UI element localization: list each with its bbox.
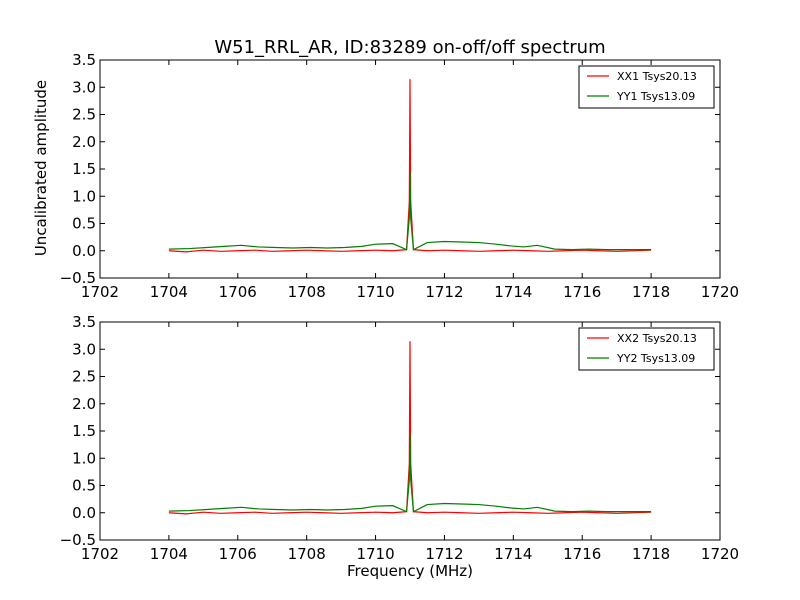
x-tick-label: 1706 (219, 545, 257, 563)
y-tick-label: 2.0 (72, 133, 96, 151)
x-tick-label: 1706 (219, 283, 257, 301)
legend-label: YY1 Tsys13.09 (616, 90, 695, 103)
series-line-xx1-tsys20-13 (168, 79, 652, 253)
legend-label: XX2 Tsys20.13 (617, 332, 697, 345)
y-tick-label: 2.5 (72, 368, 96, 386)
x-tick-label: 1708 (288, 283, 326, 301)
y-tick-label: 1.5 (72, 160, 96, 178)
y-tick-label: 2.0 (72, 395, 96, 413)
x-tick-label: 1714 (494, 283, 532, 301)
x-tick-label: 1716 (563, 545, 601, 563)
legend-box (578, 327, 715, 371)
legend: XX1 Tsys20.13 YY1 Tsys13.09 (578, 65, 715, 109)
x-tick-label: 1708 (288, 545, 326, 563)
y-tick-label: 2.5 (72, 106, 96, 124)
x-tick-label: 1710 (356, 283, 394, 301)
y-tick-label: 0.0 (72, 504, 96, 522)
legend-box (578, 65, 715, 109)
y-tick-label: 3.0 (72, 78, 96, 96)
y-tick-label: 3.5 (72, 51, 96, 69)
x-tick-label: 1712 (425, 283, 463, 301)
x-tick-label: 1718 (632, 545, 670, 563)
upper-spectrum-panel: 1702 1704 1706 1708 1710 1712 1714 1716 1718 1720… (60, 51, 740, 301)
y-tick-label: −0.5 (60, 531, 96, 549)
x-tick-label: 1720 (701, 545, 739, 563)
y-tick-label: 3.5 (72, 313, 96, 331)
x-tick-label: 1718 (632, 283, 670, 301)
lower-spectrum-panel: 1702 1704 1706 1708 1710 1712 1714 1716 1718 1720… (60, 313, 740, 563)
x-tick-label: 1716 (563, 283, 601, 301)
y-axis-label: Uncalibrated amplitude (32, 80, 50, 256)
legend-label: XX1 Tsys20.13 (617, 70, 697, 83)
x-tick-label: 1712 (425, 545, 463, 563)
y-tick-label: 0.5 (72, 477, 96, 495)
y-tick-label: 1.0 (72, 449, 96, 467)
y-tick-label: −0.5 (60, 269, 96, 287)
x-tick-label: 1720 (701, 283, 739, 301)
legend-label: YY2 Tsys13.09 (616, 352, 695, 365)
x-tick-label: 1702 (81, 283, 119, 301)
y-tick-label: 1.5 (72, 422, 96, 440)
x-tick-label: 1704 (150, 545, 188, 563)
series-line-yy1-tsys13-09 (168, 171, 652, 251)
x-tick-label: 1704 (150, 283, 188, 301)
x-axis-label: Frequency (MHz) (347, 562, 473, 580)
series-line-yy2-tsys13-09 (168, 433, 652, 513)
x-tick-label: 1714 (494, 545, 532, 563)
y-tick-label: 3.0 (72, 340, 96, 358)
x-tick-label: 1702 (81, 545, 119, 563)
y-tick-label: 0.0 (72, 242, 96, 260)
y-tick-label: 0.5 (72, 215, 96, 233)
series-line-xx2-tsys20-13 (168, 341, 652, 515)
y-tick-label: 1.0 (72, 187, 96, 205)
legend: XX2 Tsys20.13 YY2 Tsys13.09 (578, 327, 715, 371)
chart-title: W51_RRL_AR, ID:83289 on-off/off spectrum (214, 37, 605, 58)
x-tick-label: 1710 (356, 545, 394, 563)
